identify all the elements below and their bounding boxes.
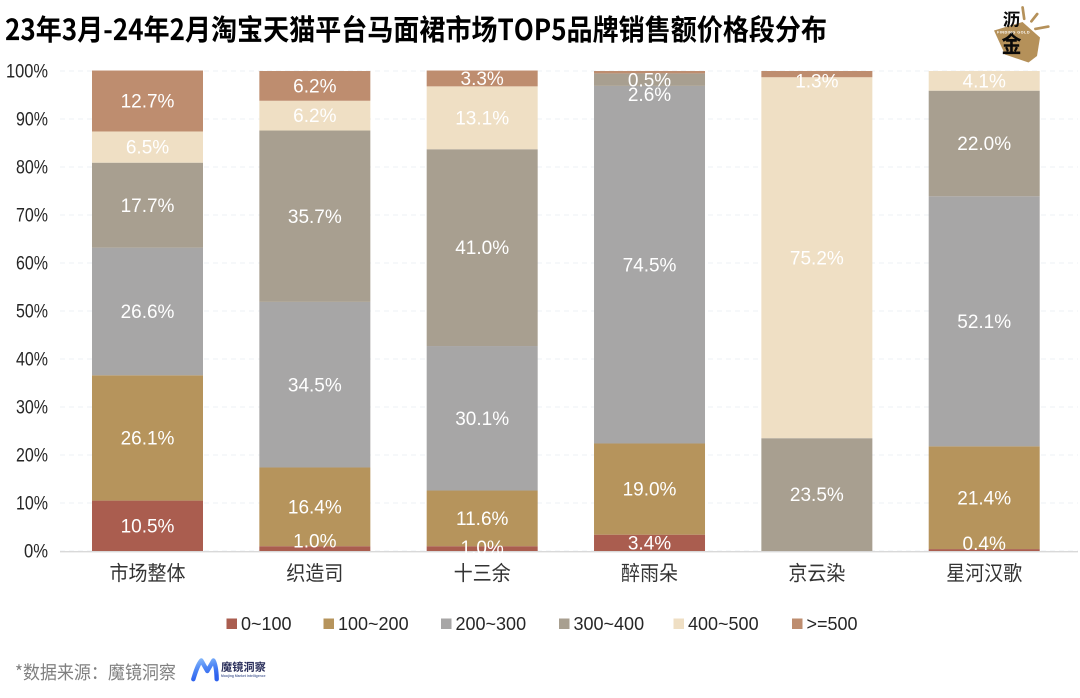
svg-text:3.3%: 3.3% [461,69,504,90]
svg-text:1.0%: 1.0% [461,538,504,559]
svg-text:12.7%: 12.7% [121,92,175,113]
svg-text:1.3%: 1.3% [795,72,838,93]
svg-text:2.6%: 2.6% [628,85,671,106]
svg-text:50%: 50% [16,301,48,322]
svg-text:26.6%: 26.6% [121,302,175,323]
svg-text:23.5%: 23.5% [790,485,844,506]
svg-text:200~300: 200~300 [456,614,527,634]
svg-text:0.4%: 0.4% [963,534,1006,555]
svg-text:30.1%: 30.1% [455,409,509,430]
svg-text:6.2%: 6.2% [293,106,336,127]
svg-text:6.5%: 6.5% [126,138,169,159]
svg-text:FINDING GOLD: FINDING GOLD [997,31,1030,35]
svg-text:30%: 30% [16,397,48,418]
svg-text:100~200: 100~200 [338,614,409,634]
svg-text:19.0%: 19.0% [623,480,677,501]
svg-text:4.1%: 4.1% [963,71,1006,92]
svg-text:35.7%: 35.7% [288,207,342,228]
svg-text:75.2%: 75.2% [790,248,844,269]
svg-text:11.6%: 11.6% [456,509,509,530]
svg-text:16.4%: 16.4% [288,497,342,518]
svg-text:>=500: >=500 [807,614,858,634]
svg-text:40%: 40% [16,349,48,370]
svg-text:21.4%: 21.4% [957,488,1011,509]
svg-text:Moojing Market Intelligence: Moojing Market Intelligence [221,674,266,678]
svg-text:74.5%: 74.5% [623,255,677,276]
svg-text:300~400: 300~400 [574,614,645,634]
svg-text:20%: 20% [16,445,48,466]
svg-text:70%: 70% [16,205,48,226]
svg-text:22.0%: 22.0% [957,134,1011,155]
svg-text:90%: 90% [16,109,48,130]
svg-text:100%: 100% [6,61,48,82]
svg-text:6.2%: 6.2% [293,76,336,97]
svg-text:0~100: 0~100 [241,614,292,634]
svg-text:400~500: 400~500 [688,614,759,634]
svg-text:0.5%: 0.5% [628,71,671,92]
svg-text:26.1%: 26.1% [121,429,175,450]
svg-text:10%: 10% [16,493,48,514]
svg-text:52.1%: 52.1% [957,312,1011,333]
svg-text:0%: 0% [24,541,48,562]
svg-text:34.5%: 34.5% [288,375,342,396]
svg-text:17.7%: 17.7% [121,196,175,217]
svg-text:80%: 80% [16,157,48,178]
svg-text:41.0%: 41.0% [455,238,509,259]
svg-text:3.4%: 3.4% [628,533,671,554]
svg-text:10.5%: 10.5% [121,516,175,537]
svg-text:1.0%: 1.0% [293,532,336,553]
svg-text:13.1%: 13.1% [455,108,509,129]
svg-text:60%: 60% [16,253,48,274]
